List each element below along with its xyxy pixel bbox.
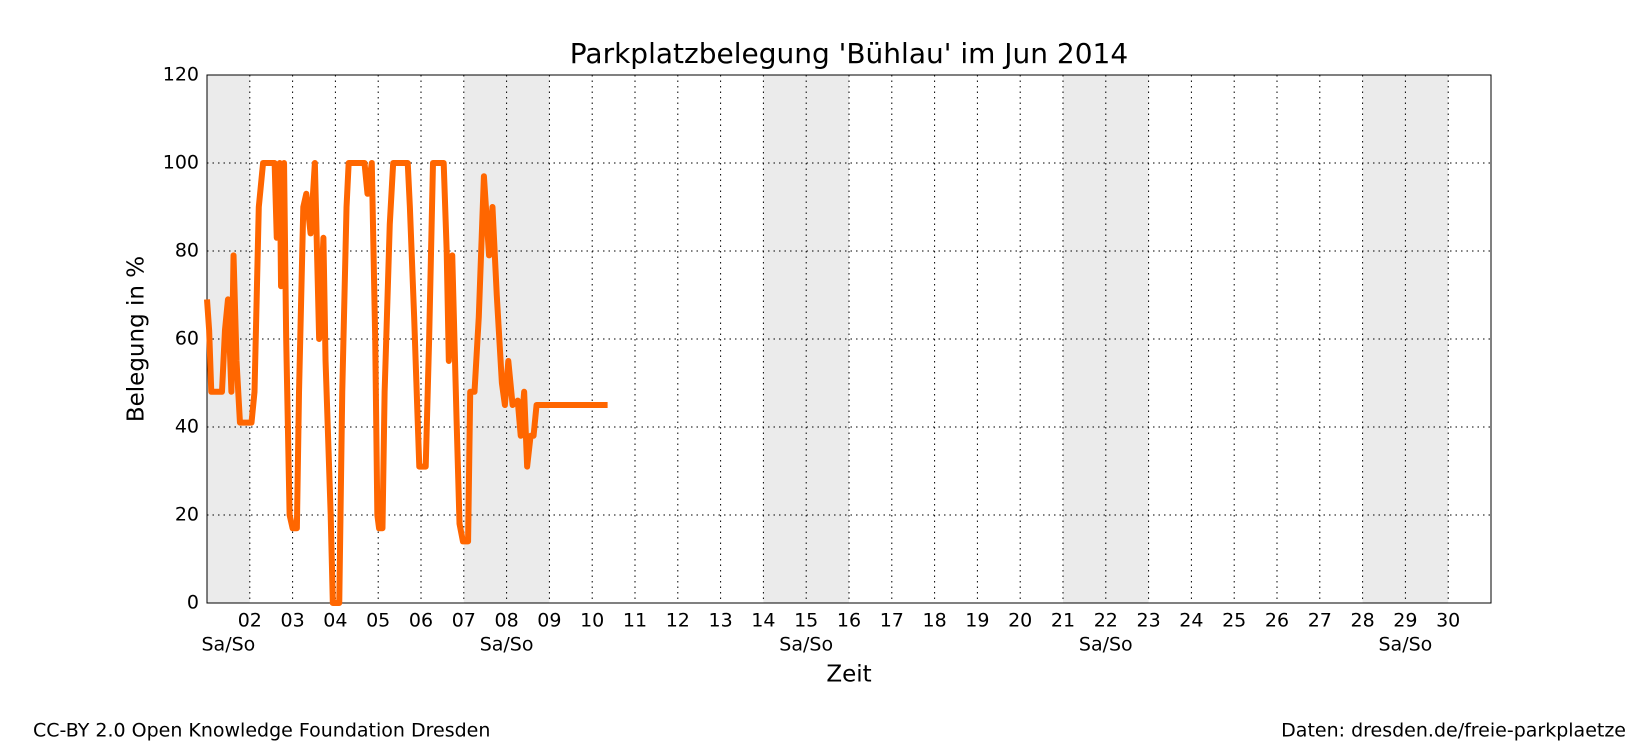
y-tick-label: 60 <box>175 328 199 350</box>
x-tick-label: 28 <box>1351 610 1375 632</box>
x-tick-label: 25 <box>1222 610 1246 632</box>
x-tick-label: 09 <box>537 610 561 632</box>
x-tick-label: 22 <box>1094 610 1118 632</box>
x-tick-label: 14 <box>751 610 775 632</box>
x-tick-label: 13 <box>709 610 733 632</box>
weekend-label: Sa/So <box>1379 634 1433 656</box>
x-axis-label: Zeit <box>826 662 871 688</box>
x-tick-label: 30 <box>1436 610 1460 632</box>
chart-title: Parkplatzbelegung 'Bühlau' im Jun 2014 <box>570 37 1128 70</box>
x-tick-label: 04 <box>323 610 347 632</box>
y-tick-label: 0 <box>187 592 199 614</box>
weekend-label: Sa/So <box>1079 634 1133 656</box>
x-tick-label: 06 <box>409 610 433 632</box>
x-tick-label: 29 <box>1393 610 1417 632</box>
y-tick-label: 100 <box>163 152 199 174</box>
y-tick-label: 40 <box>175 416 199 438</box>
x-tick-label: 20 <box>1008 610 1032 632</box>
weekend-label: Sa/So <box>480 634 534 656</box>
y-tick-label: 120 <box>163 64 199 86</box>
x-tick-label: 17 <box>880 610 904 632</box>
x-tick-label: 19 <box>965 610 989 632</box>
weekend-label: Sa/So <box>202 634 256 656</box>
x-tick-label: 07 <box>452 610 476 632</box>
x-tick-label: 26 <box>1265 610 1289 632</box>
x-tick-label: 10 <box>580 610 604 632</box>
x-tick-label: 27 <box>1308 610 1332 632</box>
y-axis-label: Belegung in % <box>124 256 150 422</box>
x-tick-label: 16 <box>837 610 861 632</box>
y-tick-label: 80 <box>175 240 199 262</box>
y-tick-label: 20 <box>175 504 199 526</box>
weekend-label: Sa/So <box>779 634 833 656</box>
x-tick-label: 23 <box>1137 610 1161 632</box>
x-tick-label: 03 <box>281 610 305 632</box>
x-tick-label: 08 <box>495 610 519 632</box>
footer-left: CC-BY 2.0 Open Knowledge Foundation Dres… <box>33 720 490 742</box>
x-tick-label: 02 <box>238 610 262 632</box>
footer-right: Daten: dresden.de/freie-parkplaetze <box>1281 720 1626 742</box>
data-line <box>204 160 608 606</box>
x-tick-label: 24 <box>1179 610 1203 632</box>
x-tick-label: 12 <box>666 610 690 632</box>
x-tick-label: 18 <box>923 610 947 632</box>
x-tick-label: 11 <box>623 610 647 632</box>
x-tick-label: 05 <box>366 610 390 632</box>
x-tick-label: 15 <box>794 610 818 632</box>
x-tick-label: 21 <box>1051 610 1075 632</box>
